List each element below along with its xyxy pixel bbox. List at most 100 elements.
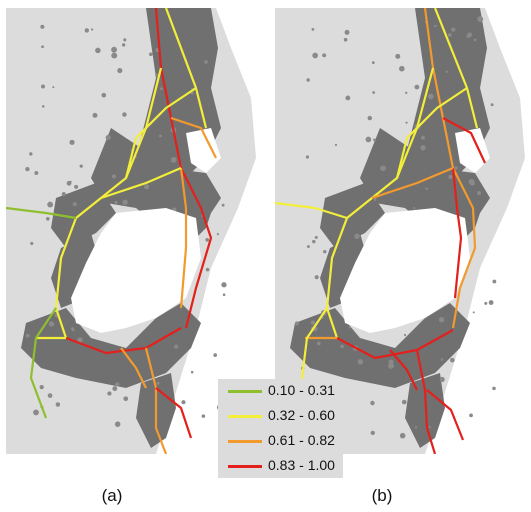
urban-speckle <box>117 67 123 74</box>
urban-speckle <box>41 45 44 49</box>
road-segment <box>423 8 477 329</box>
urban-speckle <box>205 267 210 272</box>
urban-speckle <box>25 333 30 338</box>
urban-speckle <box>312 52 318 59</box>
urban-speckle <box>395 53 401 59</box>
urban-speckle <box>205 237 210 242</box>
legend-item-2: 0.32 - 0.60 <box>218 404 343 428</box>
urban-speckle <box>115 382 120 387</box>
urban-speckle <box>30 241 34 246</box>
urban-speckle <box>221 282 227 288</box>
inlet <box>455 128 490 173</box>
urban-speckle <box>345 95 351 101</box>
panel-label-b: (b) <box>371 486 393 505</box>
road-segment <box>6 206 77 220</box>
urban-speckle <box>77 337 83 343</box>
legend-swatch-4 <box>228 465 262 468</box>
urban-speckle <box>450 357 455 363</box>
urban-speckle <box>399 432 406 439</box>
urban-speckle <box>380 165 386 172</box>
urban-speckle <box>107 391 112 396</box>
urban-speckle <box>427 93 434 100</box>
urban-speckle <box>204 60 208 64</box>
urban-speckle <box>48 321 55 327</box>
urban-speckle <box>413 206 416 210</box>
road-segment <box>144 347 168 454</box>
urban-speckle <box>105 134 111 141</box>
road-segment <box>336 329 454 360</box>
urban-speckle <box>221 203 225 207</box>
urban-speckle <box>405 121 408 124</box>
urban-speckle <box>414 426 418 429</box>
urban-speckle <box>306 78 310 82</box>
urban-area <box>290 303 470 388</box>
road-segment <box>65 327 182 355</box>
urban-speckle <box>468 178 475 185</box>
urban-speckle <box>114 421 121 427</box>
road-segment <box>451 167 463 299</box>
urban-speckle <box>61 191 66 197</box>
urban-speckle <box>388 362 395 369</box>
urban-speckle <box>323 250 327 254</box>
urban-speckle <box>488 300 494 305</box>
urban-speckle <box>321 316 324 319</box>
urban-speckle <box>403 333 407 337</box>
road-segment <box>395 87 468 179</box>
bay <box>71 208 201 333</box>
urban-speckle <box>114 200 118 205</box>
urban-speckle <box>52 86 55 89</box>
urban-speckle <box>159 134 162 138</box>
urban-speckle <box>170 157 177 163</box>
road-segment <box>433 8 479 129</box>
urban-speckle <box>306 245 310 248</box>
urban-speckle <box>148 52 153 57</box>
urban-speckle <box>322 53 327 58</box>
urban-speckle <box>357 359 364 365</box>
legend-label-1: 0.10 - 0.31 <box>268 382 335 398</box>
urban-speckle <box>388 359 394 365</box>
urban-speckle <box>454 166 458 170</box>
urban-speckle <box>174 344 179 349</box>
urban-speckle <box>445 70 448 73</box>
urban-speckle <box>440 358 444 361</box>
urban-speckle <box>434 24 437 28</box>
urban-speckle <box>365 136 372 143</box>
legend-item-4: 0.83 - 1.00 <box>218 454 343 478</box>
urban-speckle <box>340 344 344 349</box>
urban-speckle <box>72 202 77 207</box>
urban-speckle <box>294 321 299 326</box>
road-segment <box>155 387 193 439</box>
urban-speckle <box>70 327 75 331</box>
legend-item-1: 0.10 - 0.31 <box>218 379 343 403</box>
urban-speckle <box>69 180 72 183</box>
road-segment <box>100 166 182 200</box>
urban-speckle <box>348 326 351 329</box>
road-segment <box>54 67 163 339</box>
urban-speckle <box>84 28 90 33</box>
road-segment <box>154 8 213 329</box>
road-segment <box>124 87 197 179</box>
map-panel-a <box>6 8 264 454</box>
urban-speckle <box>484 301 488 305</box>
legend-swatch-1 <box>228 390 262 393</box>
urban-speckle <box>447 32 452 37</box>
urban-speckle <box>123 38 127 42</box>
road-segment <box>275 201 348 220</box>
urban-speckle <box>344 29 350 35</box>
urban-area <box>166 168 221 213</box>
urban-speckle <box>111 46 117 53</box>
urban-speckle <box>122 112 127 117</box>
urban-speckle <box>92 112 98 118</box>
urban-speckle <box>95 47 101 54</box>
urban-speckle <box>448 174 453 179</box>
urban-speckle <box>372 91 375 94</box>
urban-area <box>435 168 490 213</box>
urban-speckle <box>181 400 186 405</box>
map-legend: 0.10 - 0.31 0.32 - 0.60 0.61 - 0.82 0.83… <box>218 379 343 478</box>
urban-speckle <box>111 52 118 59</box>
urban-speckle <box>314 235 318 239</box>
urban-speckle <box>33 409 39 416</box>
road-segment <box>179 167 188 309</box>
urban-area <box>21 303 201 388</box>
road-segment <box>426 389 465 441</box>
